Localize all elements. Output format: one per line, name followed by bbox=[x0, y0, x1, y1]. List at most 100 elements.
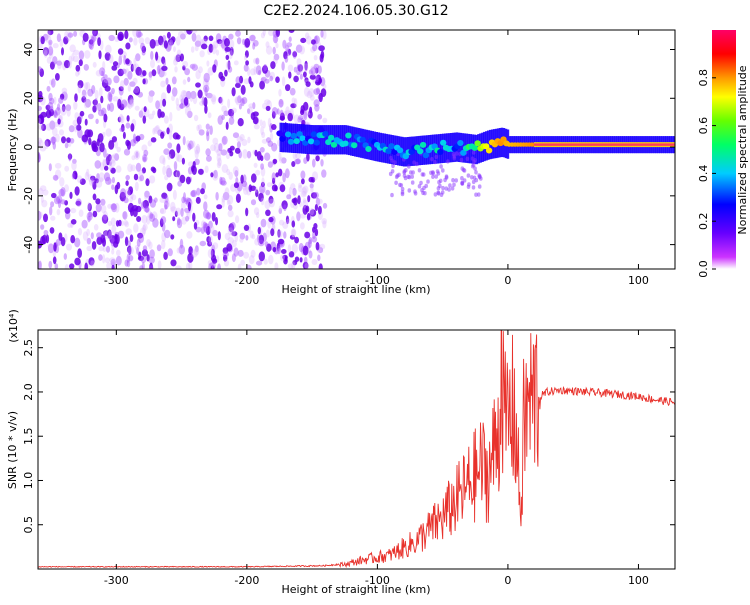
spectrogram-x-tick-label: 100 bbox=[628, 274, 649, 287]
noise-blob bbox=[225, 54, 230, 61]
noise-blob bbox=[235, 30, 241, 37]
noise-blob bbox=[288, 30, 295, 33]
noise-blob bbox=[129, 81, 136, 87]
noise-blob bbox=[52, 56, 58, 65]
noise-blob bbox=[70, 207, 77, 214]
noise-blob bbox=[135, 30, 142, 39]
track-blob bbox=[313, 139, 320, 146]
noise-blob bbox=[217, 115, 223, 125]
noise-blob bbox=[219, 176, 223, 185]
noise-blob bbox=[118, 55, 123, 66]
noise-blob bbox=[38, 137, 43, 144]
noise-blob bbox=[263, 64, 268, 71]
track-outlier bbox=[421, 190, 425, 196]
noise-blob bbox=[84, 98, 92, 108]
noise-blob bbox=[216, 161, 222, 169]
noise-blob bbox=[161, 232, 167, 242]
noise-blob bbox=[276, 108, 280, 115]
noise-blob bbox=[230, 229, 236, 237]
noise-blob bbox=[196, 124, 200, 132]
noise-blob bbox=[91, 241, 97, 250]
noise-blob bbox=[264, 99, 271, 105]
noise-blob bbox=[166, 182, 173, 192]
noise-blob bbox=[123, 77, 129, 86]
noise-blob bbox=[217, 231, 221, 241]
noise-blob bbox=[187, 110, 193, 119]
noise-blob bbox=[313, 223, 318, 230]
noise-blob bbox=[64, 31, 69, 39]
noise-blob bbox=[296, 211, 301, 222]
noise-blob bbox=[255, 57, 260, 65]
noise-blob bbox=[98, 87, 103, 97]
noise-blob bbox=[38, 66, 42, 73]
noise-blob bbox=[49, 120, 56, 130]
noise-blob bbox=[104, 52, 111, 61]
noise-blob bbox=[92, 99, 98, 106]
noise-blob bbox=[165, 195, 169, 204]
noise-blob bbox=[260, 32, 265, 39]
noise-blob bbox=[68, 125, 75, 133]
noise-blob bbox=[280, 254, 285, 262]
noise-blob bbox=[102, 210, 108, 221]
noise-blob bbox=[125, 228, 132, 235]
noise-blob bbox=[137, 255, 145, 261]
noise-blob bbox=[64, 142, 69, 149]
noise-blob bbox=[221, 135, 228, 145]
noise-blob bbox=[66, 107, 71, 117]
noise-blob bbox=[237, 263, 242, 269]
noise-blob bbox=[170, 234, 175, 240]
noise-blob bbox=[61, 103, 66, 113]
spectrogram-x-tick-label: -200 bbox=[234, 274, 259, 287]
noise-blob bbox=[227, 204, 233, 211]
noise-blob bbox=[119, 191, 127, 202]
snr-x-ticks: -300 -200 -100 0 100 bbox=[104, 330, 649, 587]
noise-blob bbox=[156, 65, 163, 72]
noise-blob bbox=[220, 96, 224, 106]
noise-blob bbox=[187, 201, 192, 212]
noise-blob bbox=[251, 234, 256, 240]
noise-blob bbox=[190, 90, 197, 100]
noise-blob bbox=[271, 111, 276, 119]
track-outlier bbox=[467, 182, 471, 187]
noise-blob bbox=[143, 106, 147, 113]
noise-blob bbox=[211, 212, 216, 222]
track-outlier bbox=[471, 150, 476, 155]
noise-blob bbox=[232, 132, 240, 139]
track-blob bbox=[419, 141, 427, 148]
noise-blob bbox=[146, 239, 151, 247]
noise-blob bbox=[40, 185, 47, 192]
noise-blob bbox=[141, 50, 146, 56]
noise-blob bbox=[47, 102, 54, 110]
noise-blob bbox=[227, 108, 235, 117]
noise-blob bbox=[175, 134, 181, 140]
noise-blob bbox=[111, 264, 115, 269]
noise-blob bbox=[114, 234, 118, 244]
noise-blob bbox=[64, 184, 69, 193]
noise-blob bbox=[276, 242, 280, 252]
noise-blob bbox=[310, 95, 315, 101]
noise-blob bbox=[47, 30, 54, 36]
noise-blob bbox=[141, 249, 148, 257]
noise-blob bbox=[136, 246, 140, 255]
noise-blob bbox=[165, 77, 169, 86]
noise-blob bbox=[183, 97, 189, 106]
noise-blob bbox=[251, 173, 257, 183]
noise-blob bbox=[44, 35, 52, 43]
track-blob bbox=[330, 141, 338, 148]
noise-blob bbox=[190, 30, 198, 34]
noise-blob bbox=[82, 32, 89, 43]
noise-blob bbox=[165, 201, 171, 208]
noise-blob bbox=[319, 53, 324, 63]
noise-blob bbox=[59, 93, 65, 100]
track-outlier bbox=[411, 170, 415, 175]
noise-blob bbox=[61, 47, 64, 56]
noise-blob bbox=[117, 68, 124, 77]
track-blob bbox=[276, 130, 283, 137]
noise-blob bbox=[297, 117, 302, 123]
noise-blob bbox=[294, 98, 298, 108]
noise-blob bbox=[283, 204, 287, 212]
noise-blob bbox=[193, 114, 199, 122]
noise-blob bbox=[87, 88, 94, 97]
noise-blob bbox=[49, 43, 53, 54]
noise-blob bbox=[221, 195, 226, 203]
